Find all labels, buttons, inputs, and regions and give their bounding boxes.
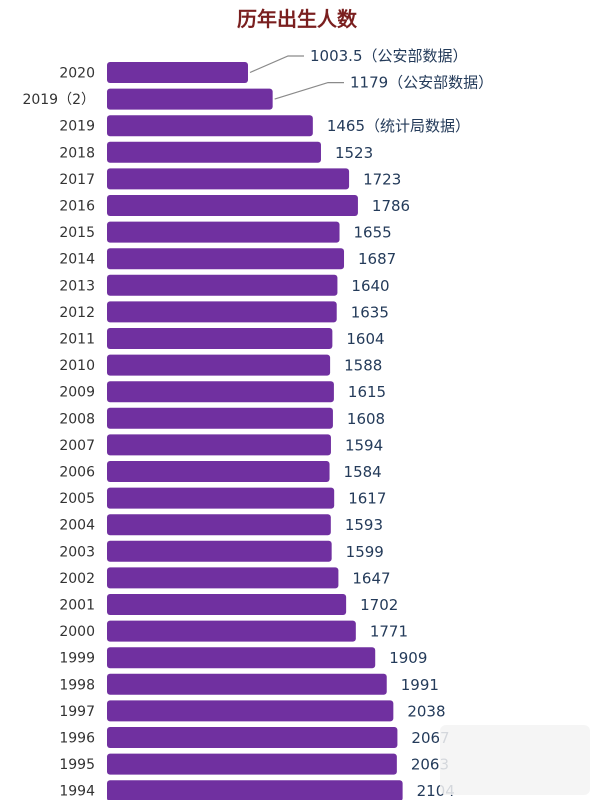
y-tick-label: 2001 (59, 598, 95, 614)
bar (107, 567, 339, 589)
data-label: 1594 (345, 436, 383, 454)
y-tick-label: 1998 (59, 677, 95, 693)
bar (107, 647, 376, 669)
data-label: 1179（公安部数据） (350, 74, 493, 92)
data-label: 1604 (346, 330, 384, 348)
bar (107, 88, 273, 110)
y-tick-label: 2013 (59, 278, 95, 294)
y-tick-label: 1997 (59, 704, 95, 720)
bar (107, 620, 356, 642)
y-tick-label: 2006 (59, 465, 95, 481)
data-label: 1771 (370, 623, 408, 641)
bar (107, 434, 331, 456)
y-tick-label: 2014 (59, 252, 95, 268)
y-tick-label: 1999 (59, 651, 95, 667)
bar (107, 514, 331, 536)
bar (107, 248, 345, 270)
y-tick-label: 2007 (59, 438, 95, 454)
bar (107, 221, 340, 243)
bar (107, 753, 397, 775)
data-label: 1723 (363, 170, 401, 188)
y-tick-label: 2018 (59, 145, 95, 161)
bar (107, 780, 403, 800)
data-label: 1608 (347, 410, 385, 428)
bar (107, 407, 333, 429)
bar (107, 62, 248, 83)
y-tick-label: 2019 (59, 119, 95, 135)
y-tick-label: 2019（2） (22, 92, 95, 108)
data-label: 1702 (360, 596, 398, 614)
y-tick-label: 2005 (59, 491, 95, 507)
y-tick-label: 2010 (59, 358, 95, 374)
data-label: 1593 (345, 516, 383, 534)
data-label: 1615 (348, 383, 386, 401)
y-tick-label: 1995 (59, 757, 95, 773)
leader-line (249, 55, 304, 74)
bar (107, 540, 332, 562)
y-tick-label: 2016 (59, 199, 95, 215)
data-label: 1617 (348, 490, 386, 508)
bar (107, 195, 358, 216)
data-label: 1786 (372, 197, 410, 215)
y-tick-label: 2020 (59, 66, 95, 82)
y-tick-label: 2009 (59, 385, 95, 401)
data-label: 1647 (352, 569, 390, 587)
blurred-region (440, 725, 590, 795)
bar (107, 700, 394, 722)
y-tick-label: 1994 (59, 784, 95, 800)
bar (107, 274, 338, 296)
bar (107, 461, 330, 482)
data-label: 1655 (354, 224, 392, 242)
y-tick-label: 2008 (59, 411, 95, 427)
bar (107, 487, 335, 509)
data-label: 1909 (389, 649, 427, 667)
data-label: 1687 (358, 250, 396, 268)
data-label: 1640 (351, 277, 389, 295)
bar (107, 141, 321, 163)
bar (107, 673, 387, 695)
bar (107, 115, 313, 137)
chart-title: 历年出生人数 (237, 7, 358, 31)
y-tick-label: 2017 (59, 172, 95, 188)
y-tick-label: 1996 (59, 731, 95, 747)
data-label: 2038 (407, 702, 445, 720)
data-label: 1599 (346, 543, 384, 561)
bar (107, 354, 331, 376)
data-label: 1635 (351, 303, 389, 321)
y-tick-label: 2003 (59, 544, 95, 560)
bar (107, 381, 334, 403)
data-label: 2063 (411, 756, 449, 774)
bar (107, 328, 333, 349)
y-tick-label: 2015 (59, 225, 95, 241)
bar (107, 594, 347, 615)
data-label: 1584 (344, 463, 382, 481)
data-label: 1523 (335, 144, 373, 162)
data-label: 1991 (401, 676, 439, 694)
data-label: 1588 (344, 357, 382, 375)
data-label: 1003.5（公安部数据） (310, 47, 468, 65)
y-tick-label: 2012 (59, 305, 95, 321)
bar (107, 301, 337, 323)
bar (107, 727, 398, 748)
y-tick-label: 2002 (59, 571, 95, 587)
y-tick-label: 2000 (59, 624, 95, 640)
y-tick-label: 2004 (59, 518, 95, 534)
leader-line (274, 81, 344, 100)
bar (107, 168, 350, 190)
data-label: 1465（统计局数据） (327, 117, 470, 135)
y-tick-label: 2011 (59, 332, 95, 348)
